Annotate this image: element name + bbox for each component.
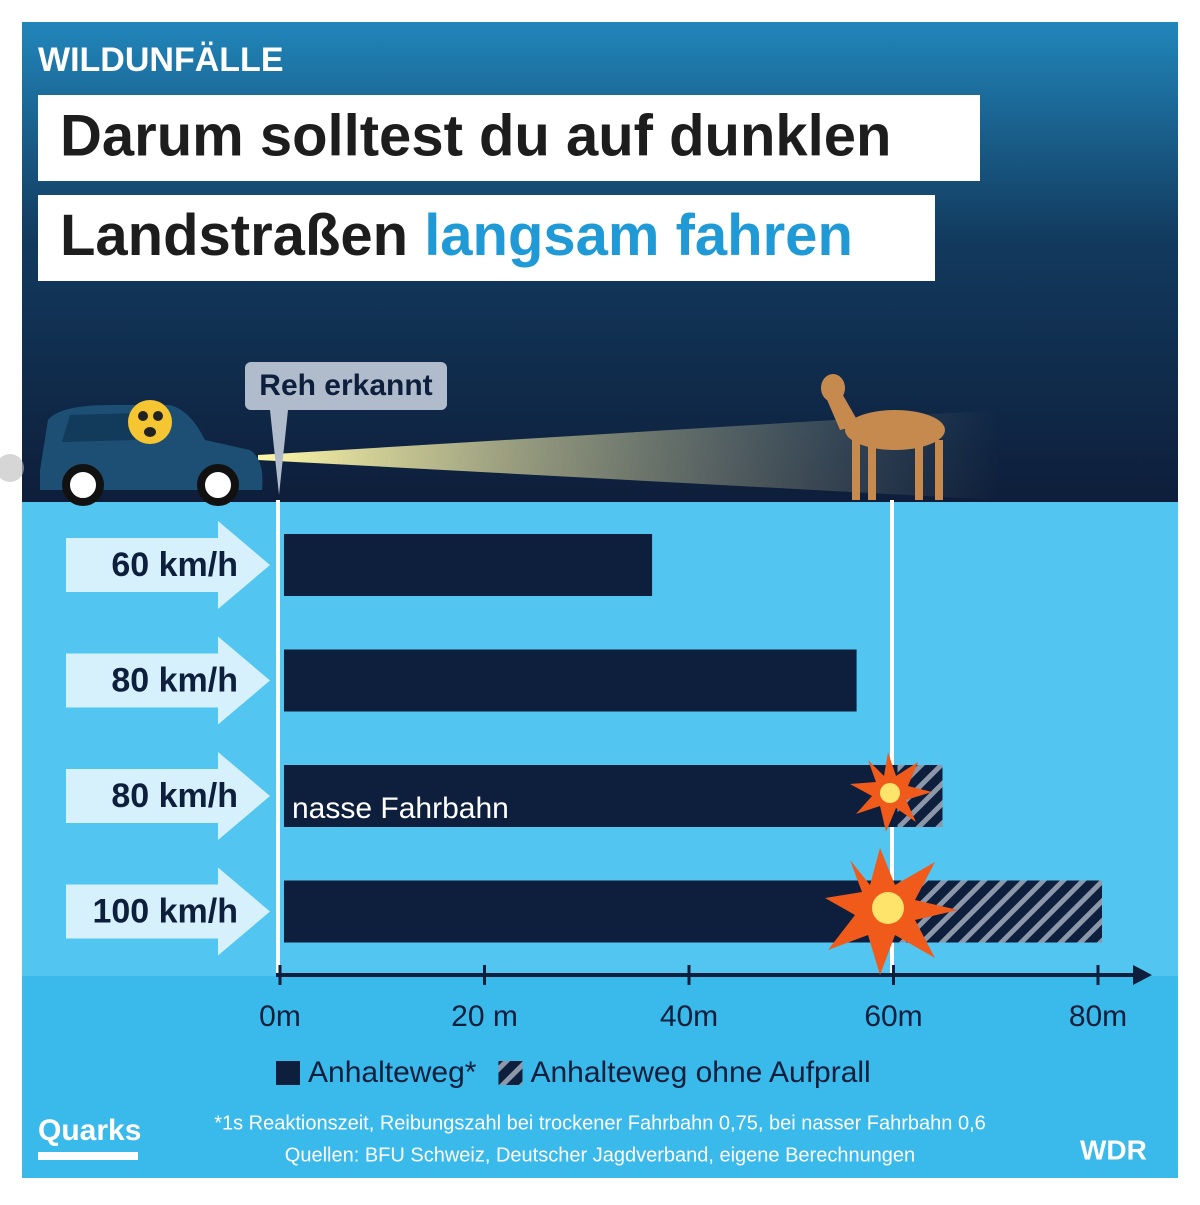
marker-box [245, 362, 447, 410]
title-box [38, 195, 935, 281]
legend-label: Anhalteweg ohne Aufprall [530, 1056, 870, 1089]
legend-swatch [498, 1061, 523, 1085]
category-label: 100 km/h [92, 892, 238, 930]
title: Landstraßen [60, 203, 408, 268]
kicker: WILDUNFÄLLE [38, 41, 284, 79]
deer [821, 374, 945, 500]
footer-bg [22, 976, 1178, 1178]
category-arrow [66, 867, 270, 956]
axis-arrow [1133, 965, 1152, 985]
brand-bar [38, 1152, 138, 1160]
brand-right: WDR [1080, 1134, 1147, 1165]
headlight-beam [258, 410, 1000, 500]
title-box [38, 95, 980, 181]
title-highlight: langsam fahren [424, 203, 853, 268]
legend: Anhalteweg* Anhalteweg ohne Aufprall [276, 1056, 871, 1089]
category-label: 60 km/h [111, 546, 238, 584]
bar [284, 765, 898, 827]
legend-label: Anhalteweg* [308, 1056, 477, 1089]
car [0, 400, 263, 506]
sources: Quellen: BFU Schweiz, Deutscher Jagdverb… [285, 1144, 915, 1166]
marker-pointer [270, 410, 288, 495]
bar [284, 649, 857, 712]
title: Landstraßen langsam fahren [60, 203, 853, 268]
category-arrow [66, 752, 270, 840]
x-tick-label: 0m [259, 1000, 301, 1033]
footnote: *1s Reaktionszeit, Reibungszahl bei troc… [214, 1112, 986, 1134]
brand-left: Quarks [38, 1114, 141, 1147]
category-arrow [66, 521, 270, 609]
marker-label: Reh erkannt [259, 369, 432, 402]
category-arrow [66, 636, 270, 725]
title: Darum solltest du auf dunklen [60, 103, 891, 168]
x-tick-label: 80m [1069, 1000, 1127, 1033]
x-tick-label: 20 m [451, 1000, 518, 1033]
explosions [825, 752, 958, 975]
bar [284, 534, 653, 596]
category-label: 80 km/h [111, 777, 238, 815]
category-label: 80 km/h [111, 661, 238, 699]
plot: 0m 20 m 40m 60m 80m 60 km/h 80 km/h 80 km/h 100 … [66, 521, 1152, 1033]
legend-swatch [276, 1061, 300, 1085]
bar [284, 880, 898, 943]
annotation: nasse Fahrbahn [292, 792, 509, 825]
x-tick-label: 60m [864, 1000, 922, 1033]
x-tick-label: 40m [660, 1000, 718, 1033]
